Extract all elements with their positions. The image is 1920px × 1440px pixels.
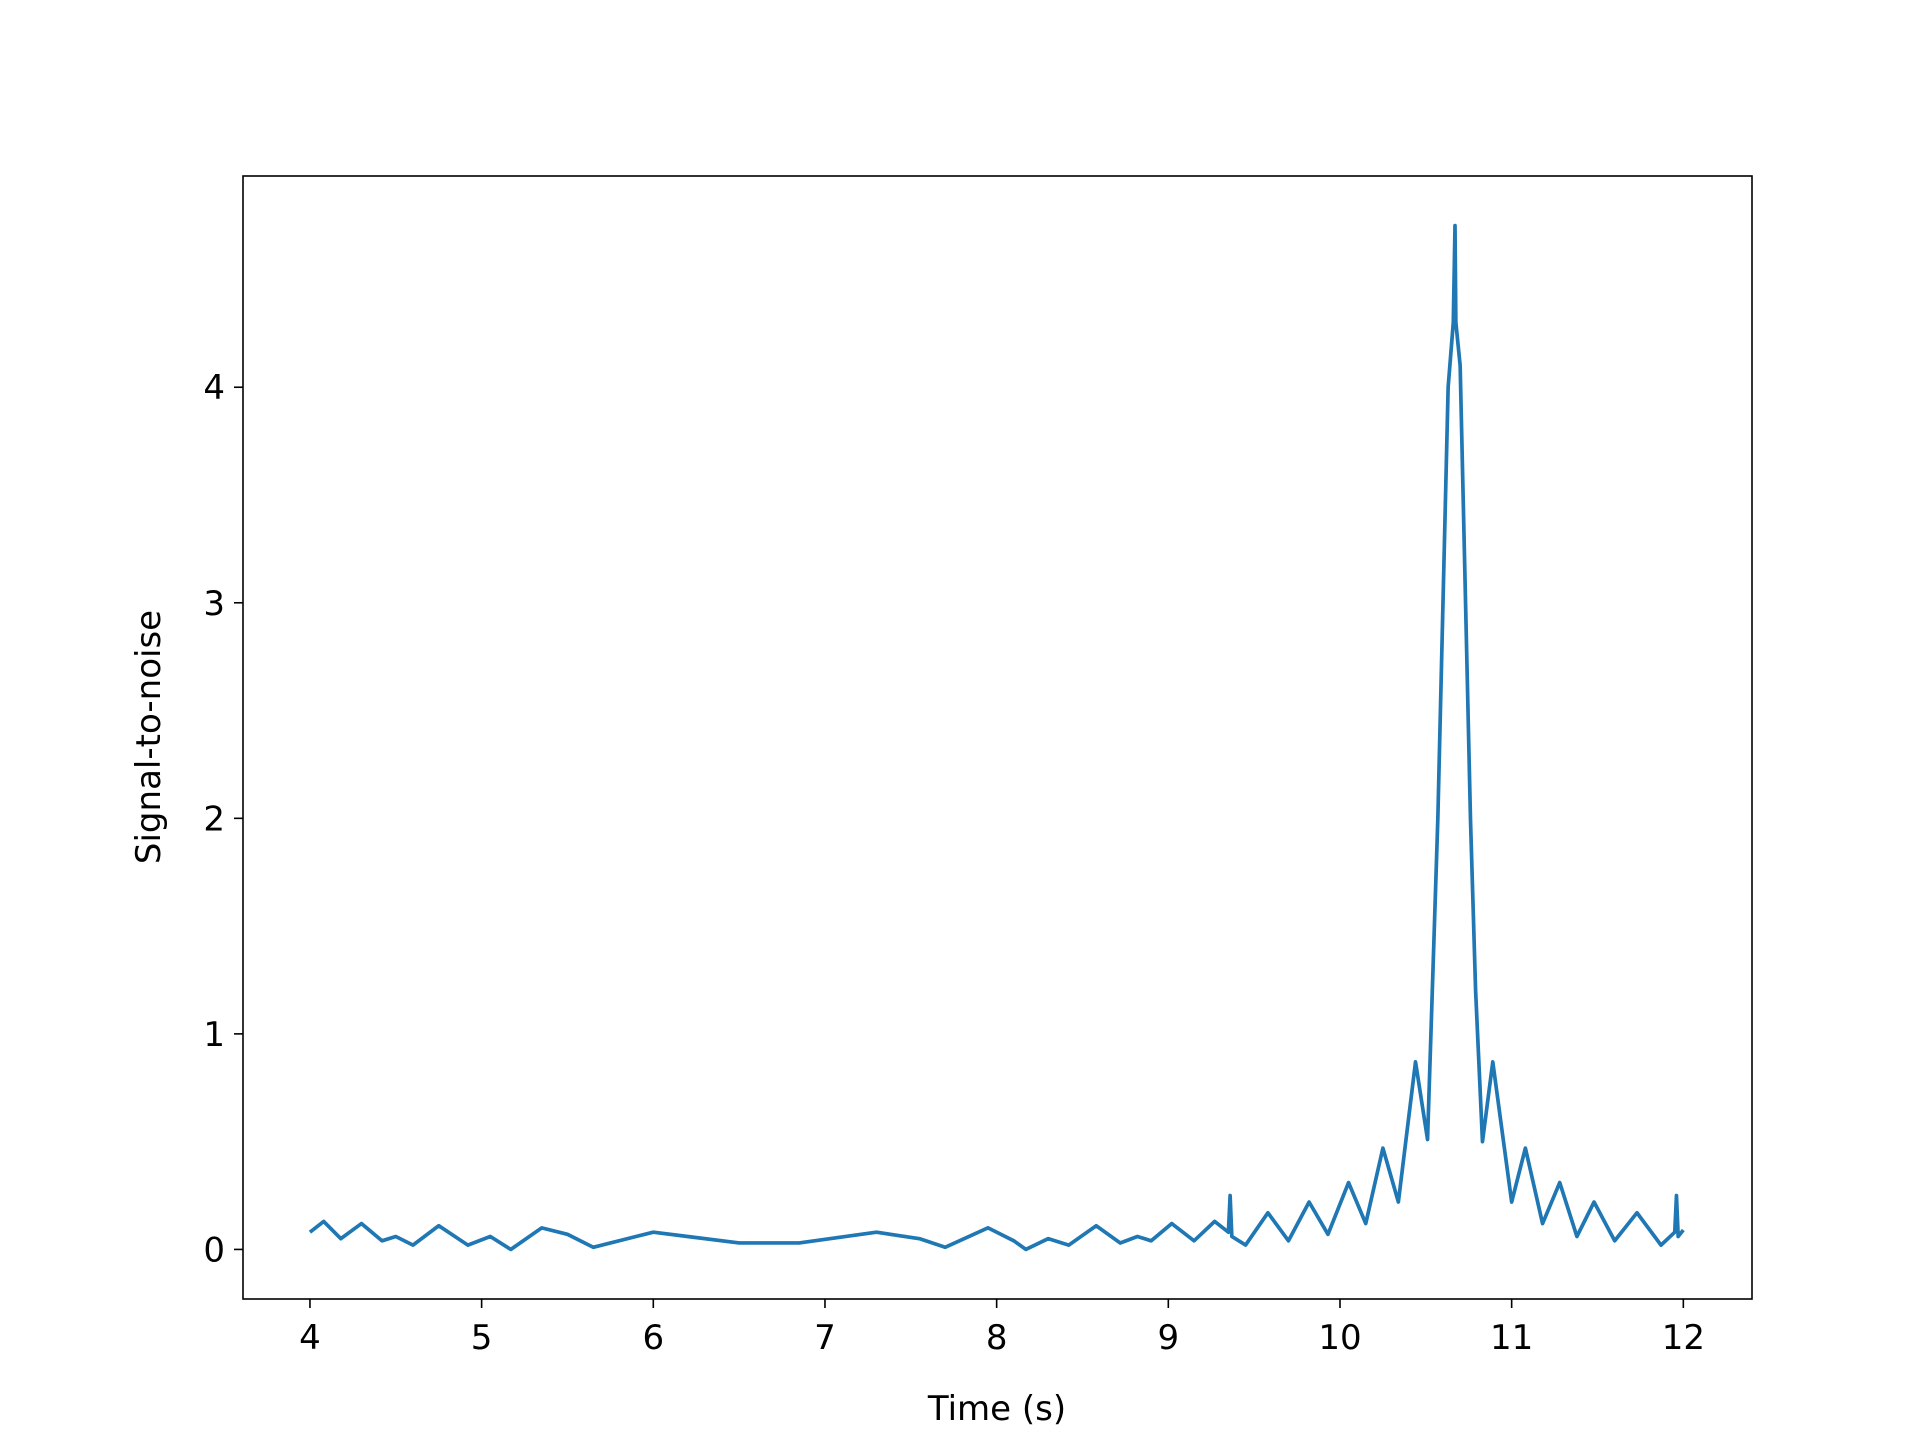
y-tick-label: 0 — [203, 1230, 225, 1270]
x-tick-label: 8 — [986, 1318, 1008, 1358]
x-tick-label: 9 — [1157, 1318, 1179, 1358]
x-tick-label: 4 — [299, 1318, 321, 1358]
x-tick-label: 7 — [814, 1318, 836, 1358]
x-tick-label: 11 — [1490, 1318, 1533, 1358]
x-tick-label: 5 — [471, 1318, 493, 1358]
y-tick-label: 3 — [203, 584, 225, 624]
line — [308, 223, 1685, 1252]
plot-frame — [242, 175, 1753, 1300]
x-tick-label: 6 — [642, 1318, 664, 1358]
y-tick-label: 2 — [203, 799, 225, 839]
y-tick-label: 1 — [203, 1015, 225, 1055]
y-tick-label: 4 — [203, 368, 225, 408]
x-tick-label: 10 — [1318, 1318, 1361, 1358]
y-axis-label: Signal-to-noise — [129, 610, 169, 864]
x-axis-label: Time (s) — [927, 1389, 1066, 1429]
x-tick-label: 12 — [1662, 1318, 1705, 1358]
